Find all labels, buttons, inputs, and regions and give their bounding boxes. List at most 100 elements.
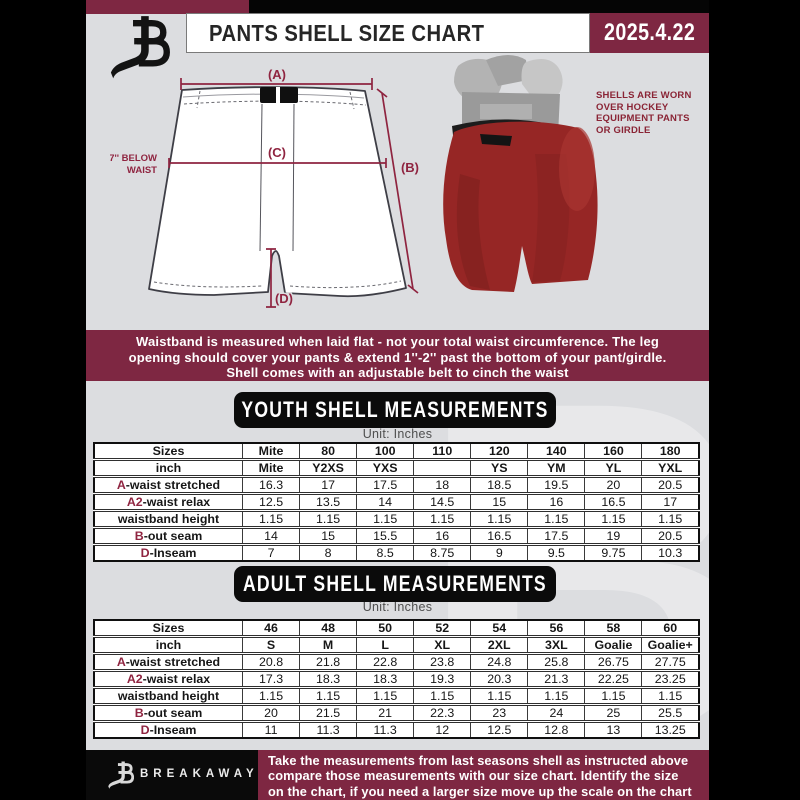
adult-section-banner: ADULT SHELL MEASUREMENTS: [234, 566, 556, 602]
photo-caption: SHELLS ARE WORN OVER HOCKEY EQUIPMENT PA…: [596, 90, 708, 136]
table-row: Sizes 46 48 50 52 54 56 58 60: [93, 620, 700, 637]
unit-label-adult: Unit: Inches: [362, 600, 433, 614]
row-label: Sizes: [93, 620, 243, 637]
table-cell: 17.5: [527, 526, 586, 545]
table-cell: 80: [299, 443, 358, 460]
row-label: A-waist stretched: [93, 475, 243, 494]
table-cell: 160: [584, 443, 643, 460]
table-cell: 1.15: [584, 509, 643, 528]
table-cell: 25.8: [527, 652, 586, 671]
table-cell: 18.3: [299, 669, 358, 688]
table-cell: 11.3: [356, 720, 415, 739]
breakaway-logo-small-icon: [108, 761, 134, 789]
measure-letter: A2: [126, 495, 143, 510]
table-cell: 54: [470, 620, 529, 637]
row-label: D-Inseam: [93, 543, 243, 562]
row-label: B-out seam: [93, 703, 243, 722]
photo-caption-line: SHELLS ARE WORN: [596, 90, 692, 101]
below-waist-note: 7'' BELOW: [110, 153, 157, 164]
table-cell: 50: [356, 620, 415, 637]
table-row: A2-waist relax 12.5 13.5 14 14.5 15 16 16.5 17: [93, 492, 700, 511]
table-cell: YM: [527, 458, 586, 477]
date-text: 2025.4.22: [603, 19, 696, 46]
footer-note: Take the measurements from last seasons …: [258, 750, 709, 800]
table-cell: 24: [527, 703, 586, 722]
table-cell: 25.5: [641, 703, 700, 722]
table-cell: 23.8: [413, 652, 472, 671]
measure-line-a: [180, 78, 373, 90]
table-cell: 9.5: [527, 543, 586, 562]
table-cell: 19.5: [527, 475, 586, 494]
row-label: D-Inseam: [93, 720, 243, 739]
measure-letter: B: [134, 706, 144, 721]
table-cell: 3XL: [527, 635, 586, 654]
table-cell: 1.15: [641, 509, 700, 528]
table-cell: 20: [241, 703, 301, 722]
title-bar: PANTS SHELL SIZE CHART: [186, 13, 590, 53]
measure-letter: D: [140, 546, 150, 560]
table-cell: Y2XS: [299, 458, 358, 477]
row-label: waistband height: [93, 509, 243, 528]
table-cell: 22.3: [413, 703, 472, 722]
row-label: inch: [93, 458, 243, 477]
table-cell: 22.8: [356, 652, 415, 671]
table-cell: 19: [584, 526, 643, 545]
youth-section-banner: YOUTH SHELL MEASUREMENTS: [234, 392, 556, 428]
table-cell: 14: [356, 492, 415, 511]
measure-line-b: [376, 88, 419, 294]
table-cell: 1.15: [241, 686, 301, 705]
table-cell: 120: [470, 443, 529, 460]
adult-section-title: ADULT SHELL MEASUREMENTS: [243, 571, 547, 596]
row-label: inch: [93, 635, 243, 654]
table-row: inch S M L XL 2XL 3XL Goalie Goalie+: [93, 635, 700, 654]
row-label: Sizes: [93, 443, 243, 460]
table-cell: 16.5: [470, 526, 529, 545]
table-cell: 17: [299, 475, 358, 494]
table-cell: 15.5: [356, 526, 415, 545]
table-cell: YXS: [356, 458, 415, 477]
table-row: B-out seam 14 15 15.5 16 16.5 17.5 19 20.5: [93, 526, 700, 545]
footer-note-line: Take the measurements from last seasons …: [268, 753, 689, 768]
table-row: Sizes Mite 80 100 110 120 140 160 180: [93, 443, 700, 460]
row-label: A-waist stretched: [93, 652, 243, 671]
table-cell: 17.3: [241, 669, 301, 688]
measure-label-a: (A): [268, 67, 286, 82]
hockey-pants-photo: [443, 55, 598, 292]
table-cell: 60: [641, 620, 700, 637]
table-cell: 21: [356, 703, 415, 722]
table-cell: 9.75: [584, 543, 643, 562]
unit-label-youth: Unit: Inches: [362, 427, 433, 441]
table-cell: 110: [413, 443, 472, 460]
table-cell: 12.8: [527, 720, 586, 739]
table-cell: 1.15: [356, 509, 415, 528]
table-cell: 27.75: [641, 652, 700, 671]
table-cell: 1.15: [241, 509, 301, 528]
footer-note-line: compare those measurements with our size…: [268, 768, 679, 784]
content-area: B PANTS SHELL SIZE CHART 2025.4.22: [86, 0, 709, 800]
photo-caption-line: OR GIRDLE: [596, 124, 651, 136]
table-cell: 15: [299, 526, 358, 545]
table-cell: 52: [413, 620, 472, 637]
table-cell: [413, 458, 472, 477]
table-cell: 16: [527, 492, 586, 511]
page-title: PANTS SHELL SIZE CHART: [209, 19, 485, 46]
shorts-measurement-diagram: (A) (C) 7'' BELOW WAIST (B) (D): [110, 67, 419, 308]
table-cell: 20.5: [641, 526, 700, 545]
table-row: A2-waist relax 17.3 18.3 18.3 19.3 20.3 21.3 22…: [93, 669, 700, 688]
table-cell: 140: [527, 443, 586, 460]
measure-line-d: [266, 248, 276, 308]
table-cell: 21.3: [527, 669, 586, 688]
top-accent-strip: [86, 0, 249, 14]
table-row: inch Mite Y2XS YXS YS YM YL YXL: [93, 458, 700, 477]
below-waist-note-2: WAIST: [127, 165, 157, 176]
table-cell: 1.15: [299, 686, 358, 705]
table-cell: 16: [413, 526, 472, 545]
table-row: B-out seam 20 21.5 21 22.3 23 24 25 25.5: [93, 703, 700, 722]
table-cell: 19.3: [413, 669, 472, 688]
breakaway-logo-icon: [110, 16, 170, 79]
measure-label-c: (C): [268, 145, 286, 160]
measure-letter: A2: [126, 672, 143, 687]
table-cell: 17: [641, 492, 700, 511]
measure-letter: A: [116, 655, 126, 670]
